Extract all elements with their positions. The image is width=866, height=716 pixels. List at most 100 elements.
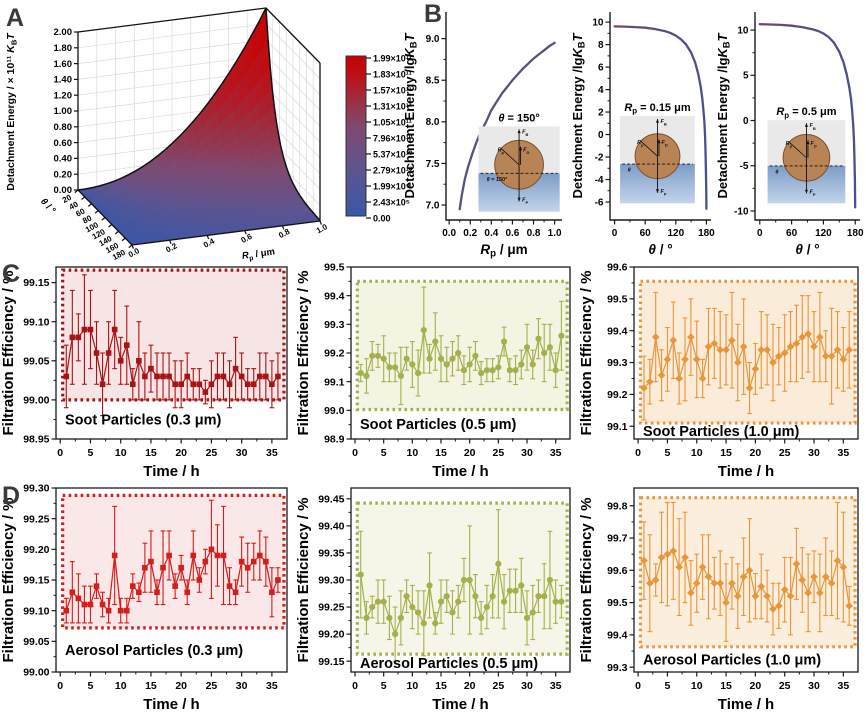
svg-text:99.35: 99.35 bbox=[318, 548, 344, 560]
panel-label-b: B bbox=[424, 0, 443, 28]
svg-text:99.15: 99.15 bbox=[23, 277, 49, 289]
svg-text:0: 0 bbox=[612, 228, 618, 239]
svg-text:98.95: 98.95 bbox=[23, 434, 49, 446]
svg-text:FB: FB bbox=[809, 123, 815, 131]
svg-text:FP: FP bbox=[660, 189, 666, 197]
panel-label-c: C bbox=[2, 260, 21, 288]
svg-text:99.25: 99.25 bbox=[318, 602, 344, 614]
svg-text:Detachment Energy / × 10¹¹ KBT: Detachment Energy / × 10¹¹ KBT bbox=[5, 32, 19, 191]
svg-text:1.40: 1.40 bbox=[54, 75, 73, 86]
svg-text:1.60: 1.60 bbox=[54, 59, 73, 70]
svg-text:0.80: 0.80 bbox=[54, 122, 73, 133]
svg-text:30: 30 bbox=[808, 447, 820, 459]
svg-text:99.10: 99.10 bbox=[23, 605, 49, 617]
panel-a-3d-surface-plot: 0.00 0.20 0.40 0.60 0.80 1.00 1.20 1.40 1.60 1.80… bbox=[5, 6, 413, 263]
svg-text:1.80: 1.80 bbox=[54, 43, 73, 54]
svg-text:15: 15 bbox=[720, 447, 732, 459]
svg-text:1.83×10¹¹: 1.83×10¹¹ bbox=[373, 69, 412, 79]
svg-text:Detachment Energy /lgKBT: Detachment Energy /lgKBT bbox=[570, 32, 587, 198]
svg-text:8: 8 bbox=[598, 40, 604, 51]
svg-text:-4: -4 bbox=[595, 175, 604, 186]
svg-text:Detachment Energy /lgKBT: Detachment Energy /lgKBT bbox=[402, 32, 419, 198]
svg-text:10: 10 bbox=[115, 447, 127, 459]
svg-text:5.37×10¹⁰: 5.37×10¹⁰ bbox=[373, 149, 413, 159]
svg-text:0.60: 0.60 bbox=[54, 138, 73, 149]
svg-text:FP: FP bbox=[522, 197, 528, 205]
svg-text:99.10: 99.10 bbox=[23, 316, 49, 328]
svg-text:10: 10 bbox=[406, 680, 418, 692]
svg-text:30: 30 bbox=[236, 447, 248, 459]
svg-text:99.4: 99.4 bbox=[607, 325, 628, 337]
svg-text:-6: -6 bbox=[595, 197, 604, 208]
svg-text:0.20: 0.20 bbox=[54, 169, 73, 180]
svg-text:99.30: 99.30 bbox=[23, 483, 49, 495]
svg-text:35: 35 bbox=[837, 680, 849, 692]
svg-text:Aerosol Particles (1.0 μm): Aerosol Particles (1.0 μm) bbox=[643, 652, 821, 668]
svg-text:20: 20 bbox=[464, 447, 476, 459]
svg-text:0: 0 bbox=[743, 116, 749, 127]
svg-text:99.20: 99.20 bbox=[23, 544, 49, 556]
svg-text:5: 5 bbox=[665, 447, 671, 459]
svg-text:0: 0 bbox=[757, 228, 763, 239]
svg-text:0: 0 bbox=[598, 130, 604, 141]
svg-text:20: 20 bbox=[750, 447, 762, 459]
svg-text:0.2: 0.2 bbox=[164, 241, 179, 254]
svg-text:10: 10 bbox=[115, 680, 127, 692]
panel-c1-soot-03um-efficiency-plot: 98.95 99.00 99.05 99.10 99.15 0 5 10 15 20 25 30 35 S… bbox=[0, 266, 288, 480]
svg-text:Aerosol Particles (0.3 μm): Aerosol Particles (0.3 μm) bbox=[65, 643, 243, 659]
svg-text:15: 15 bbox=[435, 680, 447, 692]
svg-text:8.5: 8.5 bbox=[426, 76, 440, 87]
svg-text:10: 10 bbox=[737, 25, 749, 36]
svg-text:98.9: 98.9 bbox=[324, 434, 345, 446]
svg-text:Filtration Efficiency / %: Filtration Efficiency / % bbox=[0, 497, 17, 662]
svg-text:FD: FD bbox=[661, 140, 667, 148]
svg-text:2.79×10¹⁰: 2.79×10¹⁰ bbox=[373, 165, 413, 175]
svg-text:1.57×10¹¹: 1.57×10¹¹ bbox=[373, 85, 412, 95]
svg-text:20: 20 bbox=[175, 447, 187, 459]
svg-text:FB: FB bbox=[660, 119, 666, 127]
svg-text:Aerosol Particles (0.5 μm): Aerosol Particles (0.5 μm) bbox=[360, 656, 538, 672]
panel-label-d: D bbox=[2, 482, 21, 510]
svg-text:0.6: 0.6 bbox=[505, 228, 519, 239]
svg-text:1.99×10⁹: 1.99×10⁹ bbox=[373, 181, 410, 191]
svg-text:5: 5 bbox=[743, 71, 749, 82]
svg-text:99.20: 99.20 bbox=[318, 629, 344, 641]
svg-text:60: 60 bbox=[640, 228, 652, 239]
svg-text:0.8: 0.8 bbox=[277, 227, 292, 240]
svg-text:1.31×10¹¹: 1.31×10¹¹ bbox=[373, 101, 412, 111]
svg-text:7.5: 7.5 bbox=[426, 159, 440, 170]
svg-text:99.30: 99.30 bbox=[318, 575, 344, 587]
svg-text:0: 0 bbox=[57, 680, 63, 692]
svg-text:60: 60 bbox=[786, 228, 798, 239]
svg-text:99.5: 99.5 bbox=[324, 262, 345, 274]
svg-text:20: 20 bbox=[750, 680, 762, 692]
panel-d3-aerosol-10um-efficiency-plot: 99.3 99.4 99.5 99.6 99.7 99.8 0 5 10 15 20 25 30 35 Ae… bbox=[578, 487, 859, 713]
svg-text:0.0: 0.0 bbox=[127, 246, 142, 259]
svg-text:θ = 150°: θ = 150° bbox=[498, 112, 539, 124]
svg-text:35: 35 bbox=[550, 680, 562, 692]
svg-text:6: 6 bbox=[598, 62, 604, 73]
svg-text:35: 35 bbox=[266, 447, 278, 459]
svg-text:5: 5 bbox=[381, 447, 387, 459]
svg-text:Filtration Efficiency / %: Filtration Efficiency / % bbox=[295, 270, 312, 435]
svg-text:99.25: 99.25 bbox=[23, 513, 49, 525]
svg-text:0.00: 0.00 bbox=[373, 213, 391, 223]
svg-text:35: 35 bbox=[837, 447, 849, 459]
svg-text:1.99×10¹¹: 1.99×10¹¹ bbox=[373, 53, 412, 63]
svg-text:1.0: 1.0 bbox=[315, 222, 330, 235]
svg-text:4: 4 bbox=[598, 85, 604, 96]
svg-text:Time / h: Time / h bbox=[718, 463, 774, 480]
svg-text:0.0: 0.0 bbox=[442, 228, 456, 239]
svg-text:0: 0 bbox=[352, 447, 358, 459]
svg-text:Time / h: Time / h bbox=[432, 463, 488, 480]
svg-text:99.6: 99.6 bbox=[607, 262, 628, 274]
svg-text:99.2: 99.2 bbox=[607, 389, 628, 401]
svg-text:FB: FB bbox=[522, 129, 528, 137]
svg-text:99.00: 99.00 bbox=[23, 395, 49, 407]
svg-text:99.05: 99.05 bbox=[23, 636, 49, 648]
svg-text:35: 35 bbox=[266, 680, 278, 692]
svg-text:5: 5 bbox=[665, 680, 671, 692]
svg-text:θ = 150°: θ = 150° bbox=[487, 177, 508, 183]
panel-d1-aerosol-03um-efficiency-plot: 99.00 99.05 99.10 99.15 99.20 99.25 99.30 0 5 10 1… bbox=[0, 483, 288, 713]
svg-text:5: 5 bbox=[381, 680, 387, 692]
